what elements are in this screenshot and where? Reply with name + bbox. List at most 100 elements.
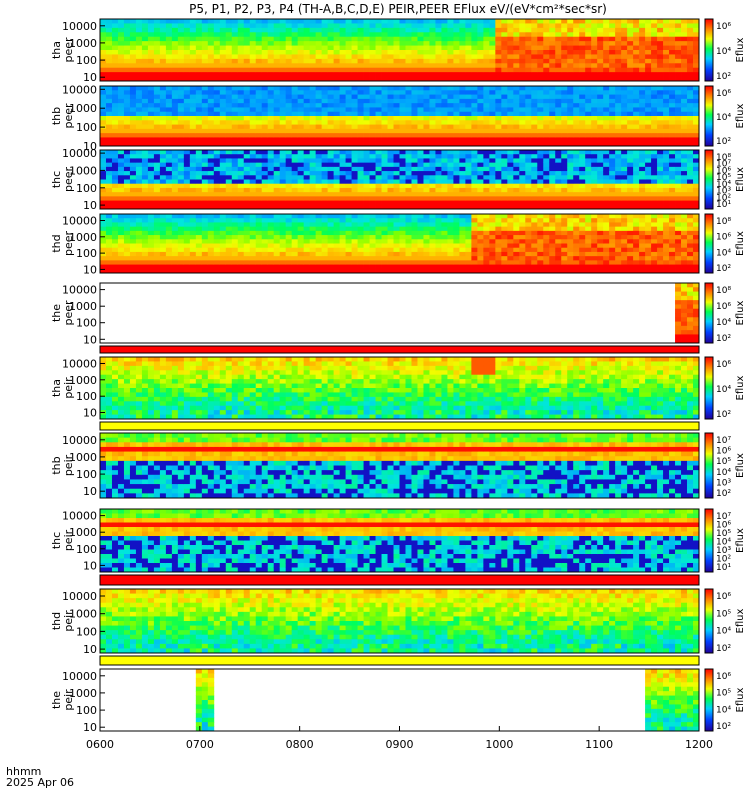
heatmap-cell: [543, 204, 550, 210]
heatmap-cell: [663, 183, 670, 189]
heatmap-cell: [429, 86, 436, 91]
heatmap-cell: [225, 50, 233, 55]
heatmap-cell: [297, 179, 305, 185]
heatmap-cell: [219, 154, 227, 159]
heatmap-cell: [309, 27, 317, 33]
heatmap-cell: [195, 243, 203, 249]
heatmap-cell: [549, 196, 556, 201]
heatmap-cell: [585, 45, 592, 51]
heatmap-cell: [309, 124, 317, 130]
heatmap-cell: [411, 107, 418, 113]
heatmap-cell: [411, 19, 418, 24]
heatmap-cell: [225, 230, 233, 236]
heatmap-cell: [405, 27, 412, 33]
heatmap-cell: [315, 111, 323, 117]
heatmap-cell: [549, 171, 556, 176]
heatmap-cell: [333, 124, 340, 130]
heatmap-cell: [291, 120, 299, 125]
heatmap-cell: [591, 187, 598, 193]
heatmap-cell: [513, 32, 520, 38]
heatmap-cell: [693, 154, 700, 159]
heatmap-cell: [369, 150, 376, 155]
heatmap-cell: [153, 247, 161, 253]
heatmap-cell: [555, 103, 562, 108]
heatmap-cell: [297, 19, 305, 24]
heatmap-cell: [189, 50, 197, 55]
heatmap-cell: [507, 76, 514, 82]
heatmap-cell: [393, 218, 400, 223]
heatmap-cell: [237, 204, 245, 210]
heatmap-cell: [375, 76, 382, 82]
heatmap-cell: [429, 158, 436, 164]
heatmap-cell: [321, 247, 329, 253]
heatmap-cell: [285, 67, 293, 73]
heatmap-cell: [537, 32, 544, 38]
heatmap-cell: [615, 41, 622, 46]
heatmap-cell: [543, 94, 550, 100]
heatmap-cell: [411, 45, 418, 51]
heatmap-cell: [375, 107, 382, 113]
heatmap-cell: [387, 137, 394, 143]
heatmap-cell: [231, 63, 239, 69]
heatmap-cell: [201, 162, 209, 168]
heatmap-cell: [633, 133, 640, 138]
heatmap-cell: [399, 103, 406, 108]
heatmap-cell: [219, 251, 227, 257]
heatmap-cell: [345, 76, 352, 82]
heatmap-cell: [291, 200, 299, 206]
heatmap-cell: [177, 137, 185, 143]
heatmap-cell: [129, 256, 137, 261]
heatmap-cell: [153, 72, 161, 77]
heatmap-cell: [693, 192, 700, 197]
heatmap-cell: [561, 187, 568, 193]
heatmap-cell: [105, 36, 113, 42]
heatmap-cell: [207, 128, 215, 134]
heatmap-cell: [213, 166, 221, 172]
heatmap-cell: [579, 204, 586, 210]
heatmap-cell: [141, 36, 149, 42]
heatmap-cell: [219, 27, 227, 33]
heatmap-cell: [129, 222, 137, 228]
heatmap-cell: [117, 86, 125, 91]
heatmap-cell: [135, 45, 143, 51]
heatmap-cell: [159, 183, 167, 189]
heatmap-cell: [105, 90, 113, 95]
heatmap-cell: [189, 54, 197, 60]
heatmap-cell: [195, 111, 203, 117]
heatmap-cell: [339, 239, 346, 244]
heatmap-cell: [387, 260, 394, 265]
heatmap-cell: [603, 183, 610, 189]
heatmap-cell: [225, 179, 233, 185]
heatmap-cell: [267, 137, 275, 143]
heatmap-cell: [327, 230, 335, 236]
heatmap-cell: [141, 175, 149, 180]
heatmap-cell: [447, 67, 454, 73]
heatmap-cell: [387, 67, 394, 73]
heatmap-cell: [201, 103, 209, 108]
heatmap-cell: [621, 179, 628, 185]
heatmap-cell: [141, 150, 149, 155]
heatmap-cell: [489, 23, 496, 29]
heatmap-cell: [351, 239, 358, 244]
heatmap-cell: [303, 175, 311, 180]
heatmap-cell: [249, 200, 257, 206]
heatmap-cell: [111, 171, 119, 176]
heatmap-cell: [465, 133, 472, 138]
heatmap-cell: [351, 166, 358, 172]
heatmap-cell: [405, 67, 412, 73]
heatmap-cell: [549, 86, 556, 91]
heatmap-cell: [435, 86, 442, 91]
heatmap-cell: [117, 133, 125, 138]
heatmap-cell: [195, 107, 203, 113]
heatmap-cell: [375, 218, 382, 223]
heatmap-cell: [219, 23, 227, 29]
heatmap-cell: [183, 23, 191, 29]
heatmap-cell: [615, 45, 622, 51]
heatmap-cell: [621, 63, 628, 69]
heatmap-cell: [693, 86, 700, 91]
heatmap-cell: [459, 179, 466, 185]
heatmap-cell: [261, 196, 269, 201]
heatmap-cell: [219, 41, 227, 46]
heatmap-cell: [321, 230, 329, 236]
heatmap-cell: [339, 111, 346, 117]
